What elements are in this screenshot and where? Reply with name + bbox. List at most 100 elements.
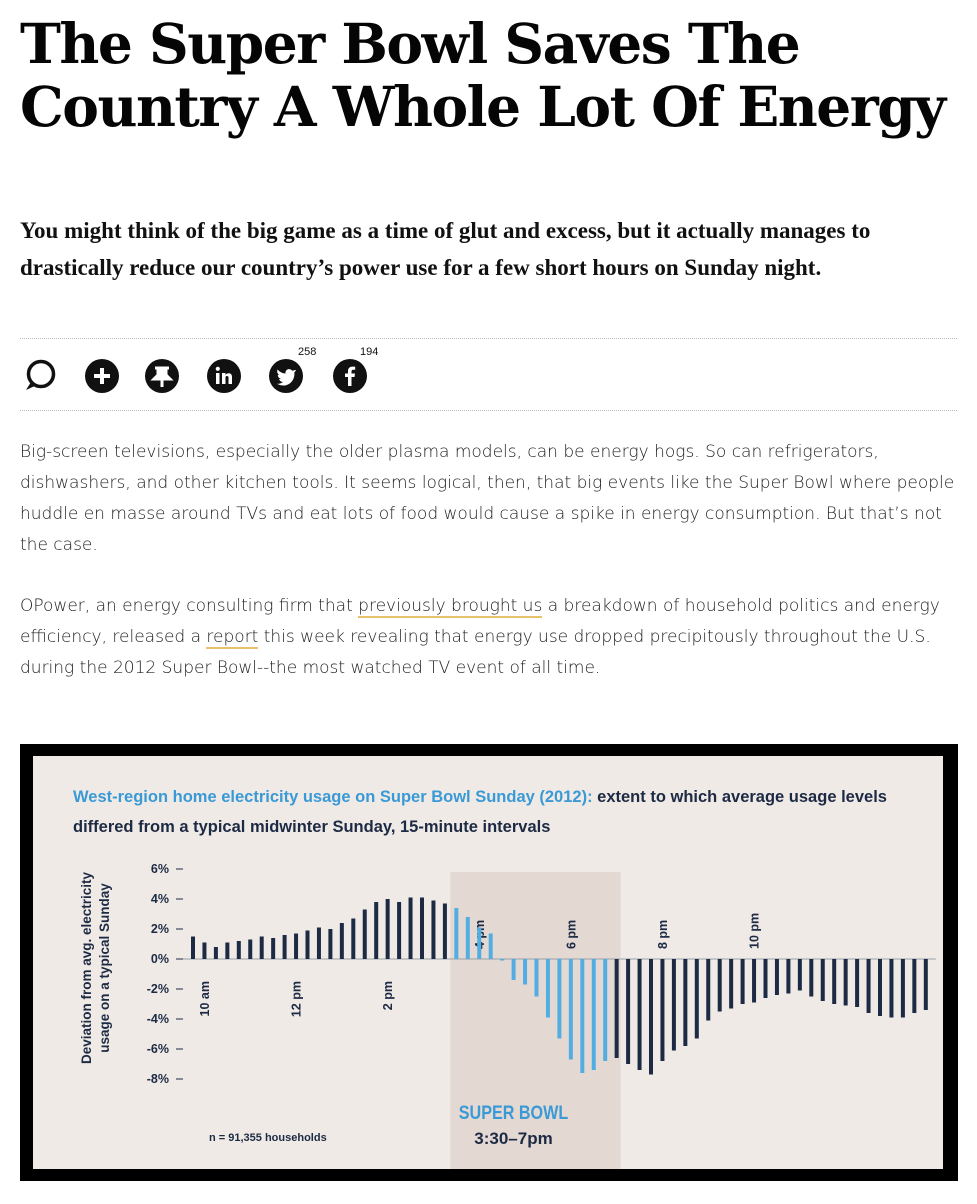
data-bar [305, 930, 310, 959]
data-bar [534, 959, 539, 997]
data-bar [420, 897, 424, 959]
data-bar [706, 959, 711, 1021]
paragraph-2-text-2: a breakdown of household politics and en… [20, 596, 940, 647]
data-bar [408, 897, 413, 959]
data-bar [683, 959, 688, 1046]
data-bar [717, 959, 722, 1012]
paragraph-2-text-1: OPower, an energy consulting firm that [20, 596, 359, 616]
y-tick-label: 4% [151, 892, 169, 906]
data-bar [385, 899, 390, 959]
data-bar [786, 959, 791, 994]
data-bar [511, 959, 516, 980]
data-bar [568, 959, 573, 1060]
data-bar [202, 942, 207, 959]
data-bar [259, 936, 264, 959]
pin-icon[interactable] [144, 358, 180, 394]
body-paragraph-1: Big-screen televisions, especially the o… [20, 442, 955, 555]
data-bar [465, 917, 470, 959]
data-bar [213, 947, 218, 959]
data-bar [832, 959, 837, 1004]
y-tick-label: -4% [147, 1012, 169, 1026]
data-bar [477, 927, 482, 959]
data-bar [649, 959, 653, 1075]
y-axis-label-line-1: Deviation from avg. electricity [79, 871, 94, 1064]
data-bar [855, 959, 860, 1007]
y-tick-label: -8% [147, 1072, 169, 1086]
data-bar [580, 959, 585, 1073]
y-tick-label: 0% [151, 952, 169, 966]
chart-title-highlight: West-region home electricity usage on Su… [73, 788, 593, 806]
data-bar [294, 933, 299, 959]
data-bar [339, 923, 344, 959]
previously-brought-us-link[interactable]: previously brought us [358, 596, 543, 618]
facebook-icon[interactable] [332, 358, 368, 394]
linkedin-icon[interactable] [206, 358, 242, 394]
twitter-share-count: 258 [298, 346, 317, 358]
data-bar [752, 959, 757, 1003]
x-tick-label: 6 pm [564, 920, 578, 949]
x-tick-label: 2 pm [381, 981, 395, 1010]
data-bar [694, 959, 699, 1039]
data-bar [866, 959, 871, 1013]
headline: The Super Bowl Saves The Country A Whole… [20, 11, 946, 139]
data-bar [500, 959, 505, 961]
super-bowl-annotation-time: 3:30–7pm [474, 1129, 552, 1148]
share-bar: 258 194 [22, 346, 522, 394]
data-bar [362, 909, 367, 959]
data-bar [889, 959, 894, 1018]
super-bowl-annotation-title: SUPER BOWL [459, 1102, 569, 1124]
data-bar [671, 959, 676, 1051]
data-bar [614, 959, 619, 1058]
data-bar [225, 942, 230, 959]
chart-title-rest: extent to which average usage levels dif… [73, 788, 887, 836]
x-tick-label: 12 pm [290, 981, 304, 1017]
chart-footnote: n = 91,355 households [209, 1132, 327, 1144]
data-bar [774, 959, 779, 995]
twitter-icon[interactable] [268, 358, 304, 394]
data-bar [729, 959, 734, 1009]
data-bar [351, 918, 356, 959]
chart-frame: West-region home electricity usage on Su… [20, 744, 958, 1181]
data-bar [523, 959, 528, 985]
data-bar [397, 902, 402, 959]
data-bar [900, 959, 905, 1018]
data-bar [316, 927, 321, 959]
comment-icon[interactable] [22, 358, 58, 394]
data-bar [878, 959, 882, 1016]
data-bar [328, 929, 333, 959]
data-bar [740, 959, 745, 1004]
data-bar [454, 908, 459, 959]
data-bar [603, 959, 608, 1061]
divider-top [20, 338, 957, 339]
chart-title: West-region home electricity usage on Su… [73, 782, 933, 842]
data-bar [282, 935, 287, 959]
data-bar [637, 959, 642, 1070]
data-bar [488, 933, 493, 959]
data-bar [591, 959, 596, 1070]
facebook-share-count: 194 [360, 346, 379, 358]
data-bar [442, 903, 447, 959]
data-bar [660, 959, 665, 1061]
report-link[interactable]: report [206, 627, 259, 649]
x-tick-label: 10 am [198, 981, 212, 1016]
data-bar [248, 939, 253, 959]
data-bar [545, 959, 550, 1018]
data-bar [626, 959, 631, 1064]
data-bar [923, 959, 928, 1010]
data-bar [763, 959, 768, 998]
y-tick-label: -2% [147, 982, 169, 996]
data-bar [797, 959, 802, 991]
data-bar [431, 900, 436, 959]
data-bar [557, 959, 562, 1039]
y-tick-label: 2% [151, 922, 169, 936]
data-bar [191, 936, 195, 959]
add-icon[interactable] [84, 358, 120, 394]
paragraph-2-text-3: this week revealing that energy use drop… [20, 627, 931, 678]
body-paragraph-2: OPower, an energy consulting firm that p… [20, 591, 955, 684]
divider-bottom [20, 410, 957, 411]
y-axis-label-line-2: usage on a typical Sunday [97, 883, 112, 1053]
data-bar [912, 959, 917, 1013]
data-bar [809, 959, 814, 997]
data-bar [843, 959, 848, 1006]
